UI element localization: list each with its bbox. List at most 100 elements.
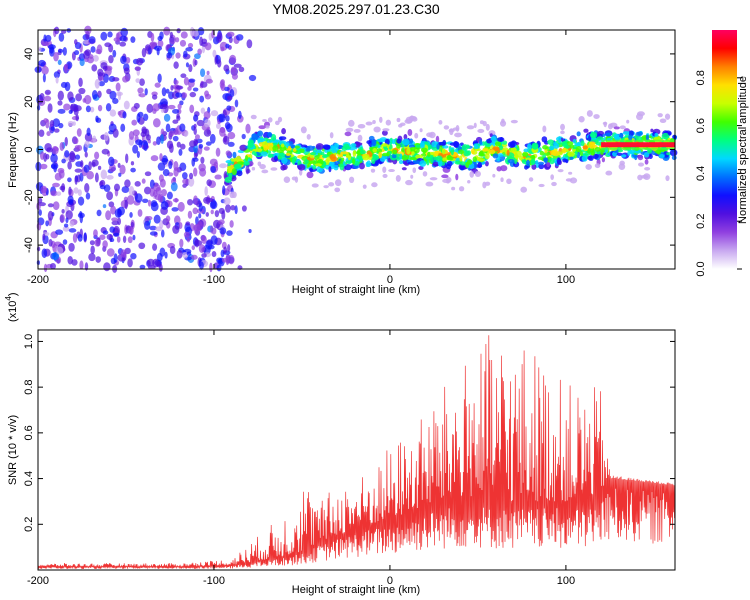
signal-cell [330, 145, 336, 151]
noise-cell [245, 123, 251, 134]
colorbar-tick-label: 0.4 [695, 166, 707, 181]
signal-cell [665, 175, 670, 182]
noise-cell [42, 233, 46, 241]
signal-cell [307, 162, 311, 167]
signal-cell [442, 139, 447, 146]
signal-cell [396, 138, 402, 144]
signal-cell [594, 163, 601, 169]
signal-cell [454, 160, 462, 165]
signal-cell [593, 114, 600, 119]
signal-cell [257, 130, 264, 137]
noise-cell [154, 194, 163, 201]
noise-cell [210, 235, 218, 246]
noise-cell [194, 134, 200, 140]
signal-cell [414, 132, 419, 139]
signal-cell [672, 134, 677, 139]
noise-cell [53, 128, 60, 133]
noise-cell [74, 145, 80, 150]
noise-cell [99, 234, 106, 240]
signal-cell [276, 149, 285, 154]
noise-cell [229, 220, 234, 228]
noise-cell [190, 254, 198, 260]
signal-cell [298, 169, 303, 176]
noise-cell [227, 131, 236, 140]
noise-cell [137, 209, 143, 217]
noise-cell [136, 150, 140, 159]
signal-cell [546, 161, 550, 168]
signal-cell [594, 139, 599, 143]
noise-cell [68, 199, 74, 205]
noise-cell [229, 88, 235, 98]
signal-cell [345, 160, 353, 164]
noise-cell [67, 161, 72, 170]
noise-cell [143, 141, 149, 152]
noise-cell [179, 39, 187, 47]
noise-cell [152, 118, 161, 128]
signal-cell [368, 135, 375, 141]
signal-cell [586, 110, 593, 117]
signal-cell [418, 165, 424, 171]
signal-cell [373, 126, 381, 133]
signal-cell [562, 147, 567, 154]
noise-cell [177, 103, 182, 110]
signal-cell [410, 174, 414, 179]
noise-cell [203, 111, 211, 120]
signal-cell [379, 116, 383, 123]
signal-cell [255, 148, 263, 153]
noise-cell [36, 246, 41, 252]
noise-cell [246, 39, 253, 49]
noise-cell [222, 185, 226, 196]
noise-cell [141, 47, 147, 58]
signal-cell [506, 149, 510, 156]
noise-cell [62, 239, 68, 245]
noise-cell [103, 262, 111, 272]
signal-cell [507, 158, 515, 164]
signal-cell [459, 155, 463, 162]
noise-cell [139, 78, 145, 86]
noise-cell [175, 85, 184, 90]
signal-cell [572, 138, 577, 144]
noise-cell [216, 32, 223, 42]
signal-cell [345, 127, 354, 132]
noise-cell [84, 57, 89, 63]
signal-cell [542, 125, 547, 133]
noise-cell [132, 129, 140, 137]
noise-cell [75, 154, 81, 160]
noise-cell [119, 41, 127, 47]
signal-cell [280, 143, 285, 148]
noise-cell [221, 210, 226, 220]
signal-cell [432, 161, 439, 167]
noise-cell [109, 238, 115, 243]
noise-cell [77, 233, 83, 242]
signal-cell [277, 116, 283, 123]
snr-xlabel: Height of straight line (km) [292, 584, 420, 596]
noise-cell [68, 186, 72, 196]
noise-cell [186, 251, 192, 256]
noise-cell [117, 206, 125, 216]
noise-cell [182, 183, 187, 188]
noise-cell [175, 92, 183, 98]
noise-cell [84, 94, 92, 105]
snr-xtick-label: -200 [27, 575, 49, 587]
noise-cell [200, 68, 206, 77]
signal-cell [412, 167, 417, 174]
signal-cell [492, 173, 496, 178]
signal-cell [227, 165, 232, 169]
signal-cell [650, 128, 654, 133]
noise-cell [146, 103, 154, 114]
signal-cell [339, 163, 345, 171]
noise-cell [137, 87, 144, 94]
noise-cell [62, 47, 67, 56]
noise-cell [170, 182, 178, 192]
signal-cell [415, 144, 421, 148]
noise-cell [124, 199, 128, 210]
signal-cell [569, 156, 574, 160]
noise-cell [97, 104, 103, 112]
colorbar-gradient [712, 30, 737, 269]
noise-cell [172, 119, 179, 124]
snr-ticks: -200 -100 0 100 0.2 0.4 0.6 0.8 1.0 [23, 330, 675, 587]
noise-cell [112, 128, 119, 138]
noise-cell [100, 169, 108, 180]
noise-cell [59, 213, 65, 223]
noise-cell [59, 141, 65, 152]
